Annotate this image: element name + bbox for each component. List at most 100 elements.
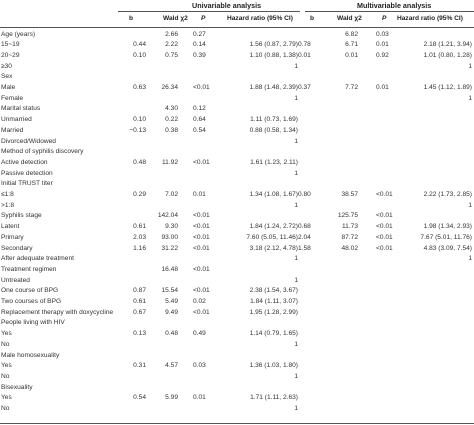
uni-b-cell: 2.03 xyxy=(133,233,146,241)
uni-hr-cell: 1.14 (0.79, 1.65) xyxy=(249,330,298,338)
uni-wald-cell: 15.54 xyxy=(161,287,178,295)
row-label: No xyxy=(1,340,10,348)
uni-hr-cell: 1 xyxy=(294,169,298,177)
uni-hr-cell: 1.34 (1.08, 1.67) xyxy=(249,191,298,199)
row-label: Replacement therapy with doxycycline xyxy=(1,308,114,316)
uni-hr-cell: 1.84 (1.11, 3.07) xyxy=(250,298,298,306)
uni-hr-cell: 1 xyxy=(294,201,298,209)
multi-b-cell: 0.80 xyxy=(298,191,311,199)
table-row: Sex xyxy=(0,72,474,83)
uni-p-cell: <0.01 xyxy=(193,308,210,316)
uni-wald-cell: 26.34 xyxy=(161,84,178,92)
col-header-hr2: Hazard ratio (95% CI) xyxy=(397,15,463,22)
col-header-wald: Wald χ2 xyxy=(163,15,188,22)
table-row: Male 0.63 26.34 <0.01 1.88 (1.48, 2.39) 0.37 7… xyxy=(0,83,474,94)
header-rule xyxy=(0,27,474,28)
uni-wald-cell: 16.48 xyxy=(161,265,178,273)
uni-b-cell: 0.61 xyxy=(133,223,146,231)
uni-b-cell: 0.87 xyxy=(133,287,146,295)
col-header-b2: b xyxy=(310,15,315,22)
row-label: Marital status xyxy=(1,105,41,113)
uni-b-cell: 0.63 xyxy=(133,84,146,92)
col-header-b: b xyxy=(129,15,134,22)
uni-hr-cell: 1.10 (0.88, 1.38) xyxy=(249,51,298,59)
table-row: Marital status 4.30 0.12 xyxy=(0,104,474,115)
row-label: Untreated xyxy=(1,276,30,284)
multi-b-cell: 0.68 xyxy=(298,223,311,231)
row-label: Primary xyxy=(1,233,24,241)
uni-hr-cell: 1.61 (1.23, 2.11) xyxy=(250,158,298,166)
multi-wald-cell: 7.72 xyxy=(345,84,358,92)
uni-hr-cell: 1 xyxy=(294,62,298,70)
multi-b-cell: 0.37 xyxy=(298,84,311,92)
uni-wald-cell: 9.49 xyxy=(165,308,178,316)
uni-hr-cell: 7.60 (5.05, 11.46) xyxy=(246,233,298,241)
uni-wald-cell: 93.00 xyxy=(161,233,178,241)
table-row: Secondary 1.16 31.22 <0.01 3.18 (2.12, 4.78)… xyxy=(0,243,474,254)
uni-p-cell: 0.01 xyxy=(193,394,206,402)
row-label: Latent xyxy=(1,223,20,231)
table-row: No 1 xyxy=(0,404,474,415)
multivariable-rule xyxy=(305,11,474,12)
uni-hr-cell: 1 xyxy=(294,276,298,284)
uni-p-cell: 0.64 xyxy=(193,116,206,124)
uni-b-cell: 0.29 xyxy=(133,191,146,199)
row-label: Divorced/Widowed xyxy=(1,137,56,145)
multi-hr-cell: 7.67 (5.01, 11.76) xyxy=(420,233,472,241)
uni-hr-cell: 1.36 (1.03, 1.80) xyxy=(249,362,298,370)
row-label: Treatment regimen xyxy=(1,265,57,273)
uni-wald-cell: 11.92 xyxy=(161,158,178,166)
uni-hr-cell: 1.71 (1.11, 2.63) xyxy=(250,394,298,402)
uni-p-cell: 0.54 xyxy=(193,126,206,134)
table-body: Age (years) 2.66 0.27 6.82 0.03 15~19 0.44 2.22… xyxy=(0,29,474,414)
uni-hr-cell: 1.88 (1.48, 2.39) xyxy=(249,84,298,92)
uni-b-cell: 0.44 xyxy=(133,41,146,49)
table-row: Method of syphilis discovery xyxy=(0,147,474,158)
uni-hr-cell: 2.38 (1.54, 3.67) xyxy=(249,287,298,295)
uni-hr-cell: 3.18 (2.12, 4.78) xyxy=(249,244,298,252)
row-label: No xyxy=(1,373,10,380)
row-label: Married xyxy=(1,126,24,134)
row-label: No xyxy=(1,405,10,413)
bottom-rule xyxy=(0,423,474,424)
uni-hr-cell: 1.11 (0.73, 1.69) xyxy=(250,116,298,124)
uni-p-cell: <0.01 xyxy=(193,265,210,273)
uni-wald-cell: 5.99 xyxy=(165,394,178,402)
uni-b-cell: 0.61 xyxy=(133,298,146,306)
univariable-header: Univariable analysis xyxy=(192,1,262,10)
multi-b-cell: 0.78 xyxy=(298,41,311,49)
table-row: Yes 0.54 5.99 0.01 1.71 (1.11, 2.63) xyxy=(0,393,474,404)
multi-wald-cell: 11.73 xyxy=(341,223,358,231)
row-label: One course of BPG xyxy=(1,287,59,295)
table-group-header: Univariable analysis Multivariable analy… xyxy=(0,0,474,12)
uni-hr-cell: 1 xyxy=(294,373,298,380)
row-label: ≥30 xyxy=(1,62,12,70)
uni-hr-cell: 1 xyxy=(294,255,298,263)
row-label: >1:8 xyxy=(1,201,15,209)
row-label: Syphilis stage xyxy=(1,212,42,220)
uni-wald-cell: 0.22 xyxy=(165,116,178,124)
row-label: Yes xyxy=(1,330,12,338)
table-row: Unmarried 0.10 0.22 0.64 1.11 (0.73, 1.69) xyxy=(0,115,474,126)
table-row: Bisexuality xyxy=(0,382,474,393)
multivariable-header: Multivariable analysis xyxy=(357,1,432,10)
multi-p-cell: <0.01 xyxy=(376,233,393,241)
uni-hr-cell: 1.84 (1.24, 2.72) xyxy=(249,223,298,231)
table-row: Active detection 0.48 11.92 <0.01 1.61 (1.23… xyxy=(0,157,474,168)
row-label: Active detection xyxy=(1,158,48,166)
row-label: Female xyxy=(1,94,23,102)
uni-b-cell: 0.10 xyxy=(133,51,146,59)
uni-b-cell: 1.16 xyxy=(133,244,146,252)
uni-wald-cell: 0.48 xyxy=(165,330,178,338)
multi-wald-cell: 87.72 xyxy=(341,233,358,241)
table-row: Age (years) 2.66 0.27 6.82 0.03 xyxy=(0,29,474,40)
uni-p-cell: 0.14 xyxy=(193,41,206,49)
uni-p-cell: <0.01 xyxy=(193,212,210,220)
row-label: Passive detection xyxy=(1,169,53,177)
uni-p-cell: 0.12 xyxy=(193,105,206,113)
col-header-p2: P xyxy=(382,15,387,22)
multi-hr-cell: 1 xyxy=(468,201,472,209)
uni-wald-cell: 7.02 xyxy=(165,191,178,199)
multi-wald-cell: 0.01 xyxy=(345,51,358,59)
uni-p-cell: 0.49 xyxy=(193,330,206,338)
